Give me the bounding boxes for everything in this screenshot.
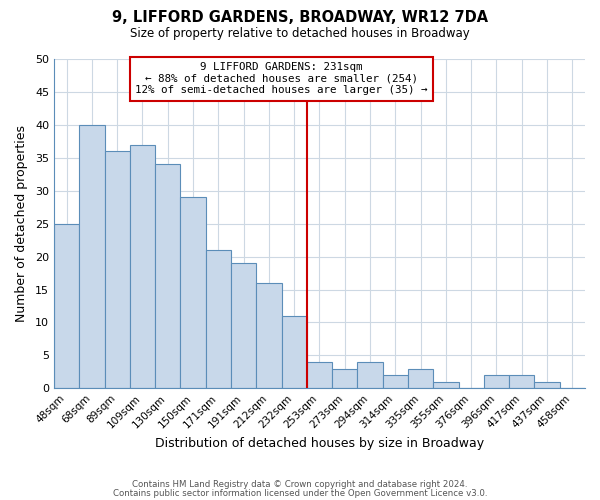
Bar — [535, 382, 560, 388]
Bar — [54, 224, 79, 388]
Bar — [332, 368, 358, 388]
Bar — [79, 125, 104, 388]
Bar — [256, 283, 281, 389]
X-axis label: Distribution of detached houses by size in Broadway: Distribution of detached houses by size … — [155, 437, 484, 450]
Y-axis label: Number of detached properties: Number of detached properties — [15, 125, 28, 322]
Text: Contains public sector information licensed under the Open Government Licence v3: Contains public sector information licen… — [113, 488, 487, 498]
Bar — [383, 375, 408, 388]
Bar — [155, 164, 181, 388]
Bar — [307, 362, 332, 388]
Bar — [206, 250, 231, 388]
Bar — [281, 316, 307, 388]
Bar — [358, 362, 383, 388]
Text: 9 LIFFORD GARDENS: 231sqm
← 88% of detached houses are smaller (254)
12% of semi: 9 LIFFORD GARDENS: 231sqm ← 88% of detac… — [135, 62, 428, 96]
Text: 9, LIFFORD GARDENS, BROADWAY, WR12 7DA: 9, LIFFORD GARDENS, BROADWAY, WR12 7DA — [112, 10, 488, 25]
Bar — [181, 198, 206, 388]
Bar — [130, 144, 155, 388]
Bar — [484, 375, 509, 388]
Bar — [231, 263, 256, 388]
Bar — [408, 368, 433, 388]
Text: Contains HM Land Registry data © Crown copyright and database right 2024.: Contains HM Land Registry data © Crown c… — [132, 480, 468, 489]
Bar — [509, 375, 535, 388]
Text: Size of property relative to detached houses in Broadway: Size of property relative to detached ho… — [130, 28, 470, 40]
Bar — [104, 151, 130, 388]
Bar — [433, 382, 458, 388]
